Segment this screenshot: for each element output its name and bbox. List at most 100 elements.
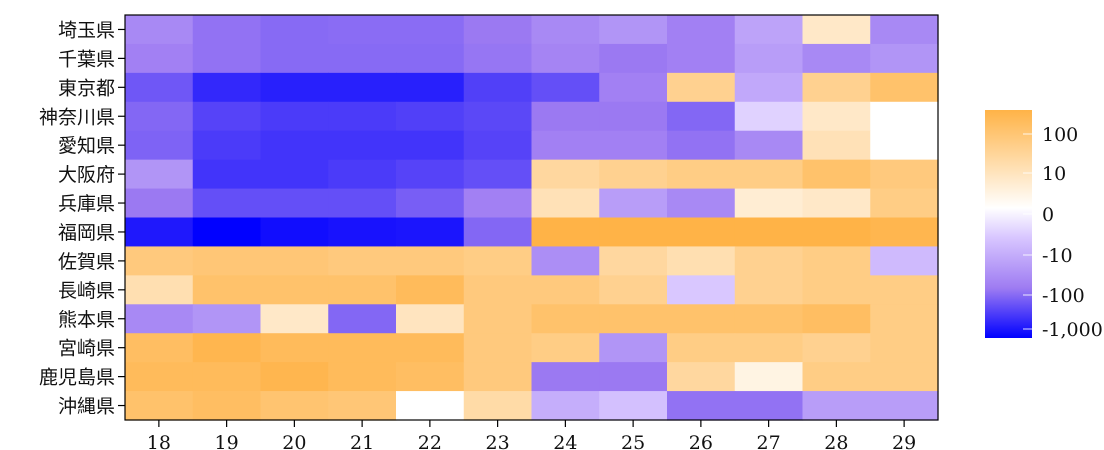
heatmap-cell (802, 304, 871, 334)
y-tick-label: 東京都 (58, 77, 115, 99)
heatmap-cell (125, 362, 194, 392)
heatmap-cell (599, 246, 668, 276)
heatmap-cell (463, 246, 533, 276)
heatmap-cell (463, 217, 533, 248)
x-tick-label: 24 (553, 432, 577, 450)
y-tick-label: 神奈川県 (39, 106, 115, 128)
heatmap-cell (531, 101, 600, 132)
heatmap-cell (125, 246, 194, 276)
heatmap-cell (396, 101, 465, 132)
heatmap-cell (531, 15, 600, 45)
heatmap-cell (599, 304, 668, 334)
heatmap-cell (396, 362, 465, 392)
heatmap-cell (802, 130, 871, 161)
heatmap-cell (802, 159, 871, 190)
heatmap-cell (192, 333, 262, 363)
heatmap-cell (260, 333, 329, 363)
heatmap-cells (125, 15, 939, 421)
heatmap-cell (531, 275, 600, 305)
heatmap-cell (125, 304, 194, 334)
heatmap-cell (328, 130, 397, 161)
heatmap-cell (599, 130, 668, 161)
heatmap-cell (328, 159, 397, 190)
heatmap-cell (802, 391, 871, 421)
heatmap-cell (870, 275, 939, 305)
heatmap-cell (396, 188, 465, 219)
heatmap-cell (125, 101, 194, 132)
heatmap-cell (802, 333, 871, 363)
y-tick-label: 熊本県 (58, 309, 115, 331)
heatmap-cell (396, 130, 465, 161)
heatmap-cell (802, 246, 871, 276)
heatmap-cell (463, 159, 533, 190)
heatmap-cell (667, 391, 736, 421)
heatmap-cell (599, 101, 668, 132)
heatmap-cell (667, 304, 736, 334)
heatmap-cell (870, 101, 939, 132)
heatmap-cell (531, 333, 600, 363)
heatmap-cell (328, 362, 397, 392)
heatmap-cell (870, 217, 939, 248)
x-tick-label: 29 (892, 432, 916, 450)
heatmap-cell (870, 130, 939, 161)
heatmap-cell (463, 15, 533, 45)
heatmap-cell (463, 304, 533, 334)
heatmap-cell (192, 391, 262, 421)
x-tick-label: 20 (282, 432, 306, 450)
heatmap-cell (599, 333, 668, 363)
heatmap-cell (125, 15, 194, 45)
heatmap-cell (328, 43, 397, 74)
y-tick-label: 鹿児島県 (39, 367, 115, 389)
heatmap-cell (260, 130, 329, 161)
x-tick-label: 21 (350, 432, 374, 450)
heatmap-cell (599, 43, 668, 74)
heatmap-cell (531, 130, 600, 161)
heatmap-cell (260, 72, 329, 103)
heatmap-cell (870, 159, 939, 190)
heatmap-cell (667, 159, 736, 190)
heatmap-cell (260, 275, 329, 305)
heatmap-cell (667, 246, 736, 276)
heatmap-cell (260, 362, 329, 392)
heatmap-cell (328, 304, 397, 334)
heatmap-cell (667, 15, 736, 45)
heatmap-cell (870, 15, 939, 45)
y-tick-label: 埼玉県 (58, 19, 115, 41)
heatmap-cell (260, 15, 329, 45)
heatmap-cell (734, 72, 804, 103)
heatmap-cell (396, 43, 465, 74)
heatmap-cell (667, 101, 736, 132)
heatmap-cell (396, 246, 465, 276)
heatmap-cell (802, 275, 871, 305)
heatmap-cell (396, 72, 465, 103)
heatmap-cell (463, 101, 533, 132)
heatmap-cell (396, 159, 465, 190)
heatmap-cell (192, 101, 262, 132)
colorbar-tick-label: 0 (1042, 204, 1054, 226)
y-tick-label: 福岡県 (58, 222, 115, 244)
heatmap-cell (463, 362, 533, 392)
heatmap-cell (396, 275, 465, 305)
heatmap-cell (870, 188, 939, 219)
heatmap-cell (396, 333, 465, 363)
heatmap-cell (396, 217, 465, 248)
heatmap-cell (599, 362, 668, 392)
heatmap-cell (396, 391, 465, 421)
heatmap-cell (531, 246, 600, 276)
heatmap-cell (396, 304, 465, 334)
x-tick-label: 23 (486, 432, 510, 450)
plot-frame (124, 14, 939, 421)
heatmap-cell (870, 362, 939, 392)
heatmap-cell (531, 304, 600, 334)
heatmap-cell (734, 217, 804, 248)
heatmap-cell (192, 362, 262, 392)
heatmap-cell (531, 362, 600, 392)
heatmap-cell (463, 333, 533, 363)
heatmap-cell (192, 217, 262, 248)
y-tick-label: 佐賀県 (58, 251, 115, 273)
y-tick-label: 愛知県 (58, 135, 115, 157)
x-tick-label: 28 (824, 432, 848, 450)
heatmap-cell (599, 188, 668, 219)
heatmap-cell (125, 72, 194, 103)
